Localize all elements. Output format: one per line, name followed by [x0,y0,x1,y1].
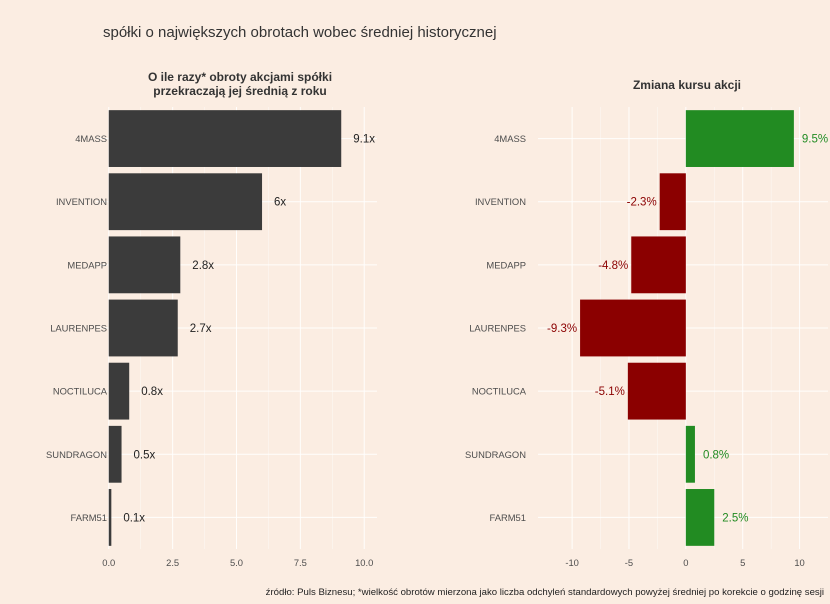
category-label: LAURENPES [50,323,107,334]
bar [108,299,178,357]
data-label: -2.3% [627,197,657,209]
x-tick-label: 0.0 [102,557,115,568]
data-label: -9.3% [547,323,577,335]
data-label: 0.1x [123,512,145,524]
chart-main-title: spółki o największych obrotach wobec śre… [103,24,497,41]
price-change-panel: Zmiana kursu akcji -10 -5 0 5 10 4MASS INVENTIO… [465,78,828,568]
x-tick-label: 5.0 [230,557,243,568]
x-tick-label: -5 [625,557,633,568]
data-label: 2.5% [722,512,748,524]
data-label: -4.8% [598,260,628,272]
bar [580,299,686,357]
data-label: 0.8x [141,386,163,398]
category-label: NOCTILUCA [472,386,527,397]
bar [108,173,263,231]
x-tick-label: -10 [565,557,579,568]
category-label: MEDAPP [486,259,526,270]
x-tick-label: 5 [740,557,745,568]
x-tick-label: 7.5 [294,557,307,568]
bar [108,110,342,167]
data-label: 6x [274,197,286,209]
bar [108,236,181,294]
category-label: 4MASS [494,133,526,144]
bar [627,362,686,420]
bar [108,425,122,483]
data-label: 0.5x [134,449,156,461]
x-tick-label: 2.5 [166,557,179,568]
panel-title: Zmiana kursu akcji [633,78,741,92]
category-label: SUNDRAGON [46,449,107,460]
chart-caption: źródło: Puls Biznesu; *wielkość obrotów … [265,587,824,598]
data-label: 9.1x [353,134,375,146]
data-label: 0.8% [703,449,729,461]
bar [685,425,695,483]
data-label: 2.7x [190,323,212,335]
x-tick-label: 10.0 [355,557,373,568]
category-label: INVENTION [56,196,107,207]
category-label: MEDAPP [67,259,107,270]
panel-title: O ile razy* obroty akcjami spółki [148,70,332,84]
turnover-ratio-panel: O ile razy* obroty akcjami spółkiprzekra… [46,70,377,568]
category-label: FARM51 [71,512,107,523]
bar [108,362,130,420]
category-label: 4MASS [75,133,107,144]
data-label: 2.8x [192,260,214,272]
bar [659,173,686,231]
bar [685,489,715,546]
category-label: LAURENPES [469,323,526,334]
bar [108,489,112,546]
x-tick-label: 10 [794,557,804,568]
category-label: SUNDRAGON [465,449,526,460]
category-label: INVENTION [475,196,526,207]
bar [631,236,686,294]
bar [685,110,794,167]
x-tick-label: 0 [683,557,688,568]
category-label: FARM51 [490,512,526,523]
data-label: -5.1% [595,386,625,398]
panel-title: przekraczają jej średnią z roku [153,84,326,98]
category-label: NOCTILUCA [53,386,108,397]
data-label: 9.5% [802,134,828,146]
